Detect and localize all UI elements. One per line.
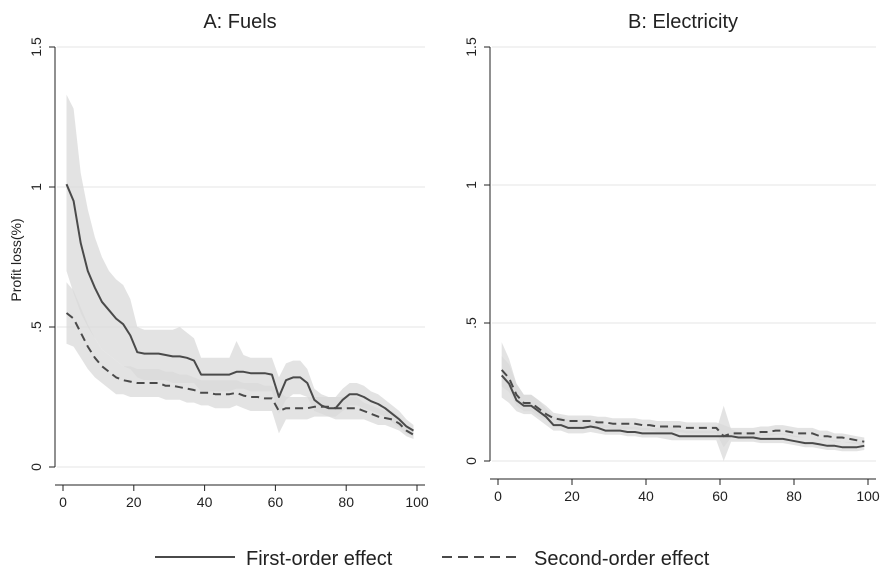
x-tick-label: 40 xyxy=(638,488,654,504)
x-tick-label: 0 xyxy=(494,488,502,504)
series-line xyxy=(65,312,415,436)
confidence-band xyxy=(66,94,414,437)
series-line xyxy=(65,183,415,432)
y-axis-label: Profit loss(%) xyxy=(8,218,24,301)
legend: First-order effect Second-order effect xyxy=(155,548,710,570)
y-tick-label: 0 xyxy=(463,457,479,465)
y-tick-label: 1.5 xyxy=(28,37,44,57)
confidence-band xyxy=(501,342,865,461)
series-line xyxy=(500,369,865,443)
y-tick-label: 1.5 xyxy=(463,37,479,57)
panel-title: A: Fuels xyxy=(203,11,276,33)
y-tick-label: .5 xyxy=(463,317,479,329)
y-tick-label: 1 xyxy=(463,181,479,189)
legend-label-first-order: First-order effect xyxy=(246,548,393,568)
legend-label-second-order: Second-order effect xyxy=(534,548,710,568)
x-tick-label: 20 xyxy=(126,494,142,510)
x-tick-label: 40 xyxy=(197,494,213,510)
confidence-band xyxy=(501,356,865,448)
x-tick-label: 60 xyxy=(268,494,284,510)
y-tick-label: 0 xyxy=(28,463,44,471)
panel-electricity: B: Electricity 0 .5 1 1.5 0 20 40 60 80 100 xyxy=(463,11,880,504)
x-tick-label: 0 xyxy=(59,494,67,510)
x-tick-label: 20 xyxy=(564,488,580,504)
series-line xyxy=(500,374,865,449)
y-tick-label: .5 xyxy=(28,321,44,333)
x-tick-label: 100 xyxy=(856,488,880,504)
panel-title: B: Electricity xyxy=(628,11,738,33)
y-tick-label: 1 xyxy=(28,183,44,191)
panel-fuels: A: Fuels 0 .5 1 1.5 Profit loss(%) 0 20 40 60 80 10… xyxy=(8,11,429,510)
x-tick-label: 60 xyxy=(712,488,728,504)
x-tick-label: 100 xyxy=(405,494,429,510)
confidence-band xyxy=(66,282,414,439)
x-tick-label: 80 xyxy=(786,488,802,504)
x-tick-label: 80 xyxy=(338,494,354,510)
